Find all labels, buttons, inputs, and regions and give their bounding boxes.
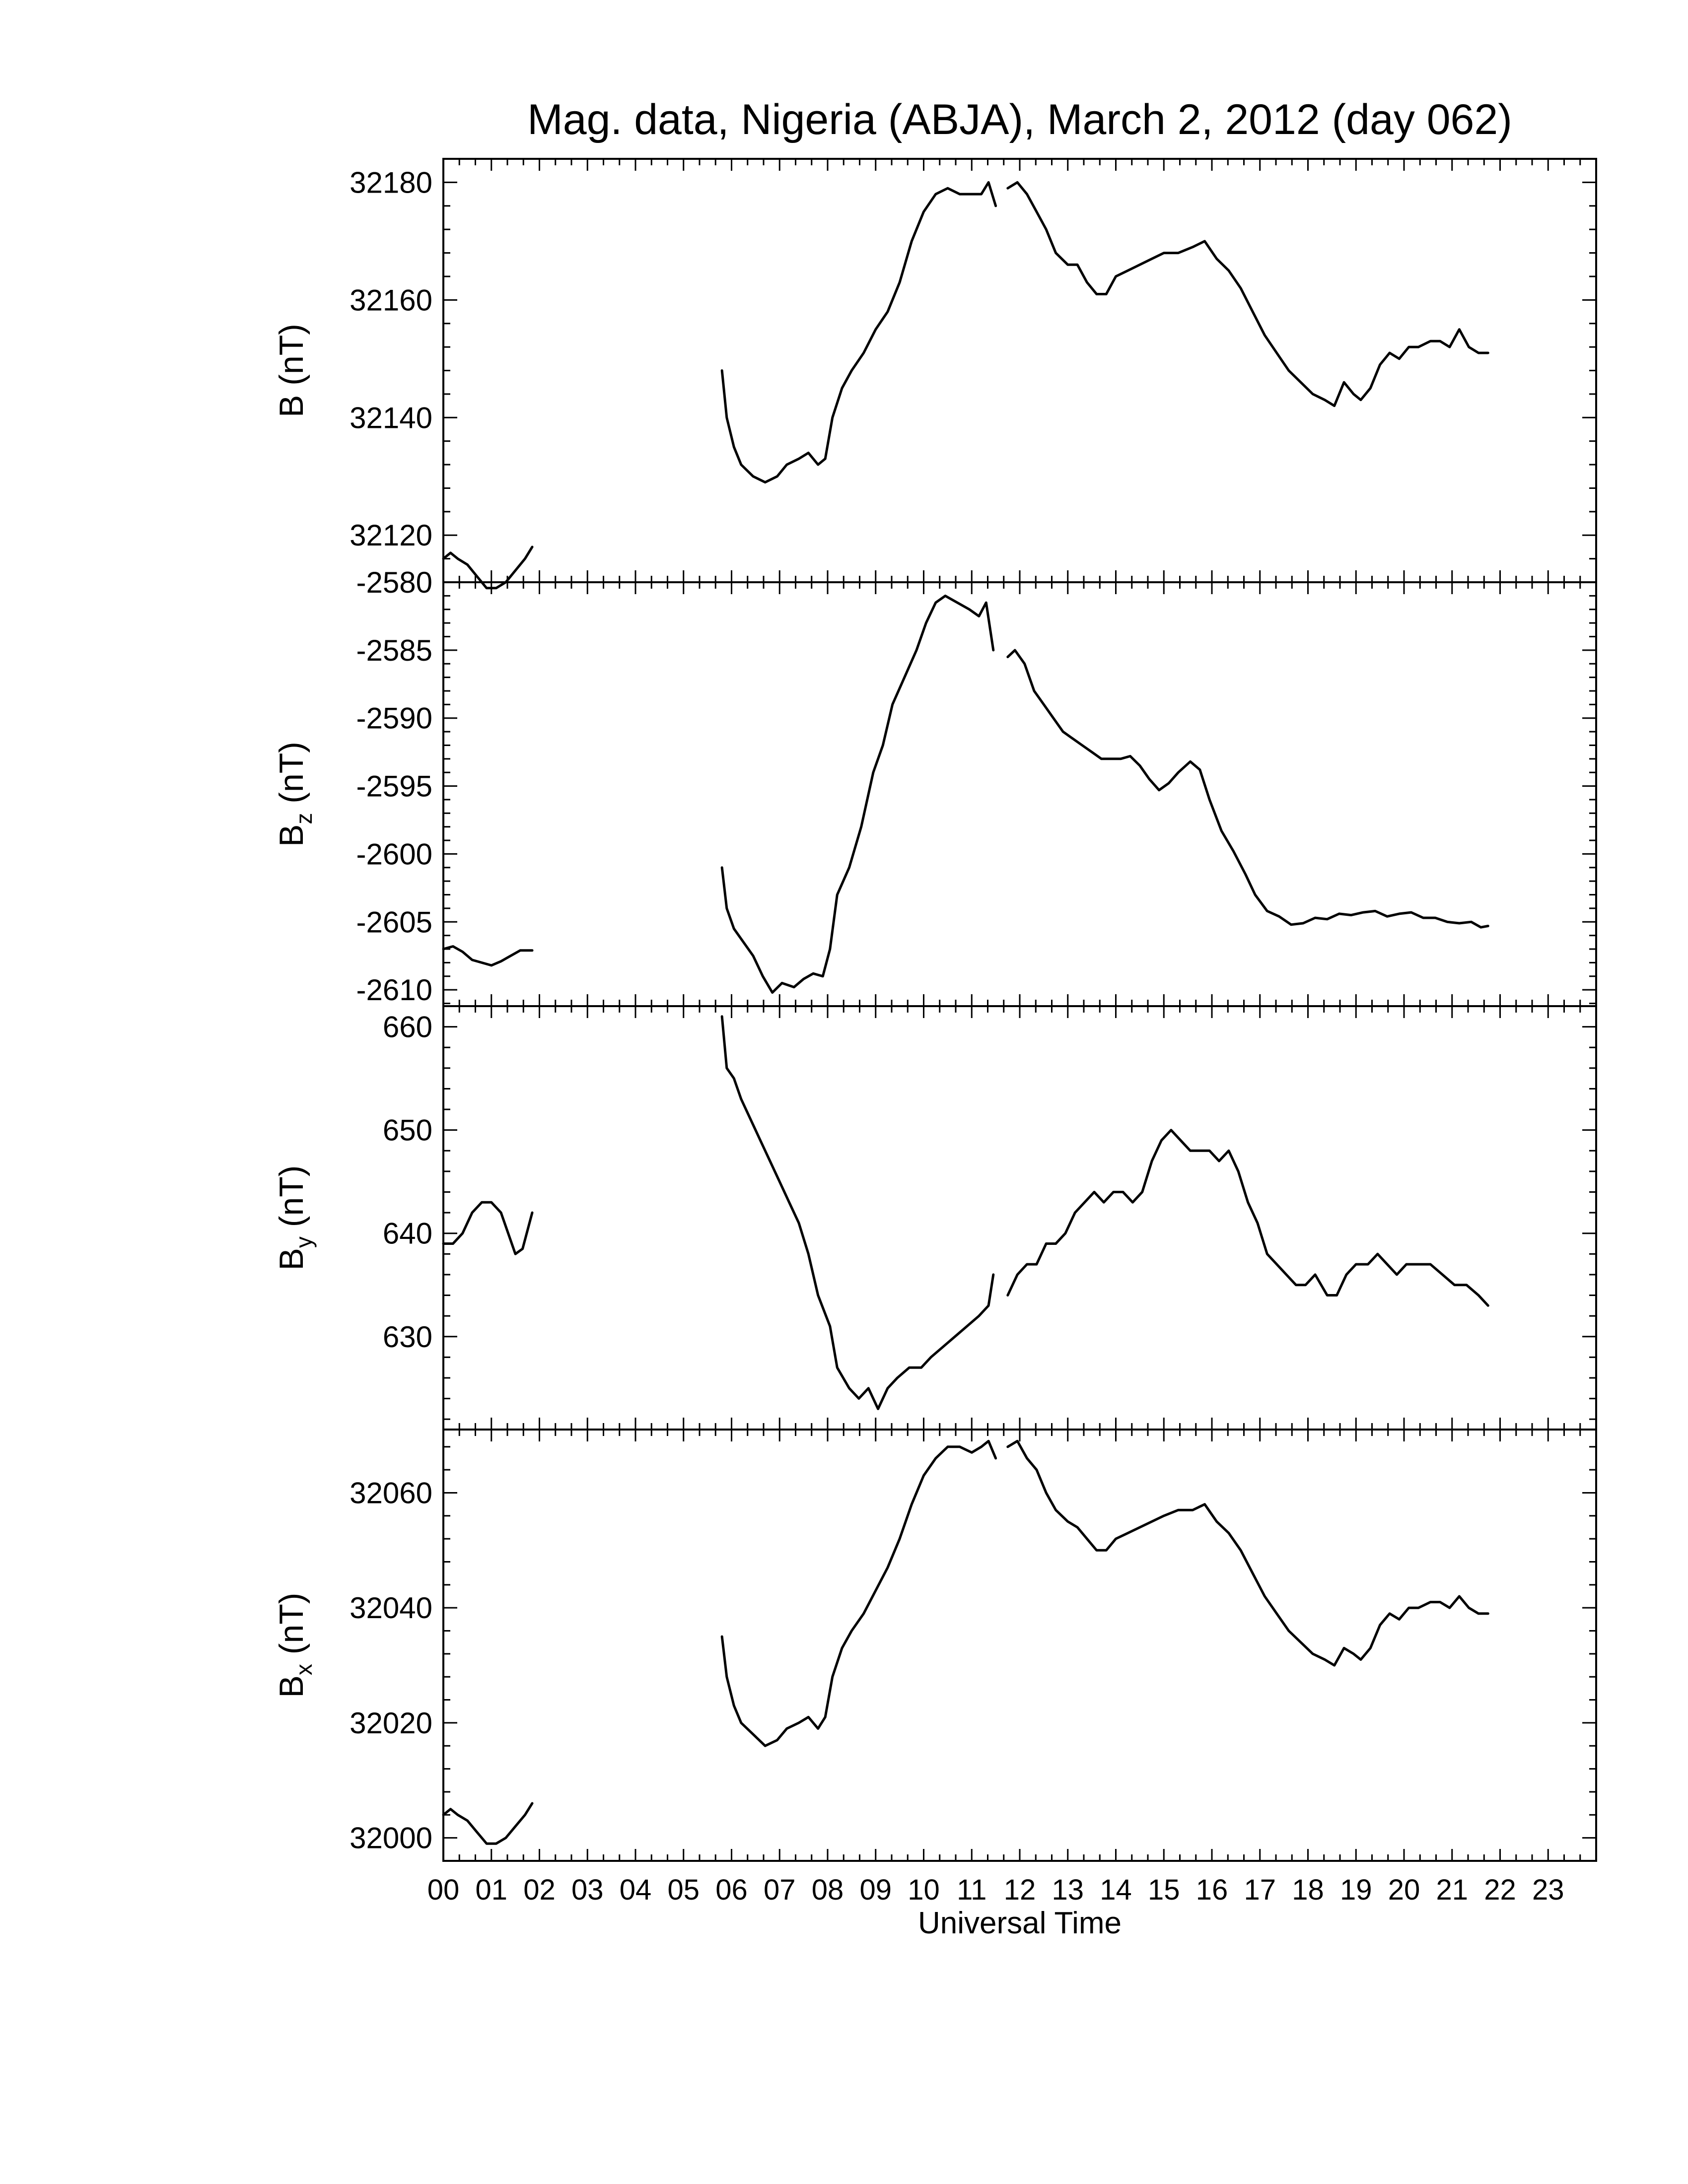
series-line-segment	[442, 945, 534, 967]
panel-y-ticks	[443, 581, 1596, 1005]
y-axis-label-symbol: B	[273, 824, 310, 847]
y-tick-label: -2590	[356, 702, 432, 735]
panel-series	[442, 181, 1489, 590]
y-tick-label: 32040	[350, 1591, 432, 1625]
x-tick-label: 00	[427, 1874, 460, 1906]
y-axis-label-subscript: y	[291, 1236, 317, 1248]
panel-bz: -2580 -2585 -2590 -2595 -2600 -2605 -2610 Bz (n…	[273, 566, 1597, 1007]
panel-x-ticks	[442, 159, 1597, 582]
panel-x-ticks	[442, 1430, 1597, 1861]
panel-x-ticks	[442, 582, 1597, 1006]
y-tick-label: 32020	[350, 1706, 432, 1740]
x-tick-label: 23	[1532, 1874, 1564, 1906]
x-tick-label: 20	[1388, 1874, 1420, 1906]
y-axis-label-unit: (nT)	[273, 1593, 310, 1664]
panel-y-ticks	[443, 1446, 1596, 1862]
y-axis-label-subscript: x	[291, 1664, 317, 1675]
x-tick-label: 16	[1196, 1874, 1228, 1906]
y-axis-label: By (nT)	[273, 1165, 317, 1271]
series-line-segment	[442, 546, 534, 590]
series-line-segment	[1006, 181, 1489, 408]
y-tick-label: 650	[383, 1114, 432, 1147]
series-line-segment	[720, 181, 997, 484]
x-tick-label: 21	[1436, 1874, 1468, 1906]
series-line-segment	[1006, 1439, 1489, 1667]
panel-bx: 32000 32020 32040 32060 Bx (nT)	[273, 1429, 1597, 1862]
y-tick-label: 32180	[350, 166, 432, 199]
panels-layer: 32120 32140 32160 32180 B (nT) -2580 -2585 -259…	[273, 158, 1597, 1862]
y-axis-label-subscript: z	[291, 813, 317, 824]
y-axis-label-symbol: B	[273, 395, 310, 417]
y-axis-label-symbol: B	[273, 1248, 310, 1270]
y-tick-label: 32140	[350, 401, 432, 434]
y-tick-label: -2610	[356, 973, 432, 1007]
y-tick-label: -2580	[356, 566, 432, 599]
x-tick-label: 14	[1100, 1874, 1132, 1906]
panel-b: 32120 32140 32160 32180 B (nT)	[273, 158, 1597, 590]
panel-series	[442, 1015, 1489, 1410]
y-tick-label: 660	[383, 1011, 432, 1044]
y-tick-label: 32060	[350, 1476, 432, 1509]
y-axis-label: Bz (nT)	[273, 742, 317, 847]
x-tick-label: 17	[1244, 1874, 1276, 1906]
series-line-segment	[1006, 649, 1489, 929]
x-tick-label: 19	[1340, 1874, 1372, 1906]
chart-title: Mag. data, Nigeria (ABJA), March 2, 2012…	[527, 96, 1512, 143]
panel-series	[442, 1439, 1489, 1845]
x-axis: 00 01 02 03 04 05 06 07 08 09 10 11 12 13 14 15 16 17 18 19…	[427, 1874, 1564, 1906]
x-tick-label: 01	[475, 1874, 507, 1906]
series-line-segment	[720, 1439, 997, 1747]
y-tick-label: 630	[383, 1320, 432, 1354]
x-tick-label: 10	[908, 1874, 940, 1906]
x-axis-label: Universal Time	[918, 1906, 1122, 1940]
series-line-segment	[1006, 1129, 1489, 1307]
x-tick-label: 12	[1004, 1874, 1036, 1906]
panel-x-ticks	[442, 1006, 1597, 1430]
y-axis-label-symbol: B	[273, 1675, 310, 1698]
series-line-segment	[442, 1201, 534, 1255]
x-tick-label: 03	[571, 1874, 604, 1906]
x-tick-label: 15	[1148, 1874, 1180, 1906]
panel-series	[442, 594, 1489, 994]
y-tick-label: 640	[383, 1217, 432, 1250]
x-tick-label: 05	[667, 1874, 700, 1906]
y-axis-label-unit: (nT)	[273, 742, 310, 813]
y-axis-label: Bx (nT)	[273, 1593, 317, 1698]
y-axis-label-unit: (nT)	[273, 324, 310, 395]
series-line-segment	[720, 594, 995, 994]
y-axis-label: B (nT)	[273, 324, 310, 417]
x-tick-label: 06	[715, 1874, 748, 1906]
y-axis-label-unit: (nT)	[273, 1165, 310, 1237]
y-tick-label: 32120	[350, 519, 432, 552]
x-tick-label: 02	[523, 1874, 556, 1906]
x-tick-label: 18	[1292, 1874, 1324, 1906]
y-tick-label: 32160	[350, 283, 432, 317]
y-tick-label: -2585	[356, 634, 432, 667]
x-tick-label: 08	[812, 1874, 844, 1906]
series-line-segment	[720, 1015, 995, 1410]
x-tick-label: 07	[764, 1874, 796, 1906]
y-tick-label: -2595	[356, 770, 432, 803]
panel-y-ticks	[443, 1005, 1596, 1420]
y-tick-label: -2600	[356, 837, 432, 871]
y-tick-label: -2605	[356, 905, 432, 939]
x-tick-label: 04	[620, 1874, 652, 1906]
x-tick-label: 22	[1484, 1874, 1516, 1906]
series-line-segment	[442, 1802, 534, 1845]
x-tick-label: 13	[1052, 1874, 1084, 1906]
panel-y-ticks	[443, 158, 1596, 583]
x-tick-label: 09	[859, 1874, 892, 1906]
x-tick-label: 11	[957, 1874, 986, 1906]
y-tick-label: 32000	[350, 1822, 432, 1855]
